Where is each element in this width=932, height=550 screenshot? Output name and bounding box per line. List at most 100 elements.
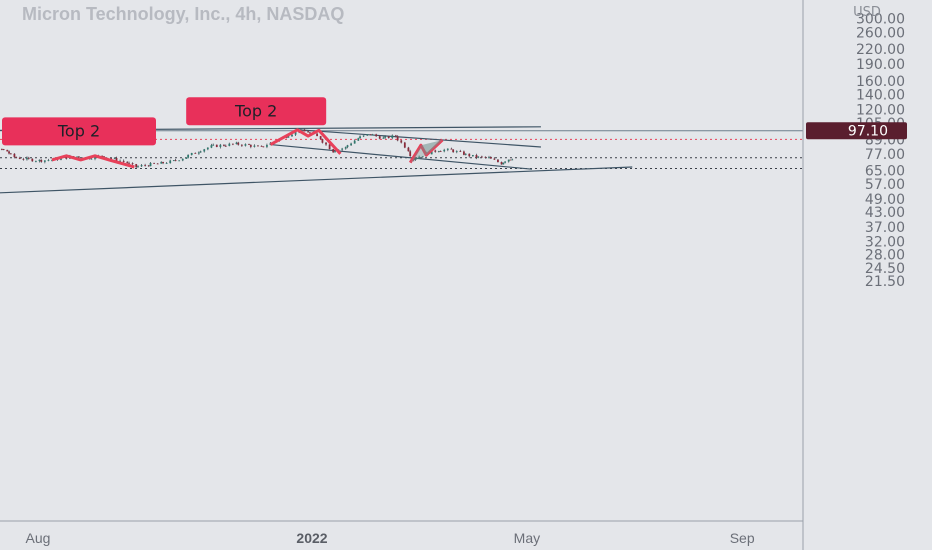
y-tick-label: 220.00 (856, 42, 905, 58)
pattern-drawing[interactable] (51, 154, 135, 169)
candle-body (403, 142, 406, 148)
trendline[interactable] (299, 129, 541, 148)
candle-body (22, 158, 25, 160)
trendline[interactable] (270, 143, 533, 170)
candle-body (6, 149, 9, 152)
candle-body (18, 157, 21, 159)
candle-body (90, 158, 93, 160)
candle-body (8, 151, 10, 154)
candle-body (185, 157, 188, 159)
candle-body (309, 132, 311, 134)
candle-body (190, 152, 193, 155)
candle-body (40, 159, 43, 162)
y-tick-label: 140.00 (856, 87, 905, 103)
chart-title: Micron Technology, Inc., 4h, NASDAQ (22, 4, 344, 24)
candle-body (181, 158, 184, 161)
candle-body (224, 145, 227, 147)
candle-body (477, 156, 480, 158)
candle-body (378, 136, 381, 139)
last-price-value: 97.10 (848, 124, 888, 140)
candle-body (455, 151, 458, 153)
candle-body (210, 145, 213, 148)
candle-body (149, 162, 152, 167)
candle-body (235, 142, 238, 145)
candle-body (9, 153, 12, 155)
candle-body (253, 145, 256, 147)
candle-body (223, 144, 225, 146)
annotation-note[interactable]: Top 2 (186, 97, 327, 126)
candle-body (371, 134, 374, 136)
candle-body (194, 152, 197, 154)
candle-body (126, 161, 129, 163)
candle-body (174, 160, 177, 162)
annotation-box (2, 117, 156, 146)
candle-body (394, 135, 397, 137)
candle-body (500, 162, 503, 165)
candle-body (35, 161, 37, 162)
candle-body (94, 156, 96, 159)
annotation-note[interactable]: Top 2 (2, 117, 156, 146)
y-tick-label: 260.00 (856, 26, 905, 42)
candle-body (110, 158, 113, 159)
candle-body (511, 159, 514, 161)
candle-body (375, 134, 378, 137)
candle-body (350, 143, 352, 146)
candle-body (325, 142, 327, 145)
candle-body (359, 136, 361, 139)
candle-body (199, 151, 202, 153)
candle-body (248, 144, 250, 145)
candle-body (244, 144, 247, 146)
y-tick-label: 300.00 (856, 11, 905, 27)
annotation-box (186, 97, 327, 126)
candle-body (319, 136, 322, 140)
candle-body (341, 148, 344, 150)
annotation-text: Top 2 (234, 101, 277, 120)
candle-body (169, 160, 172, 164)
candle-body (65, 156, 68, 159)
candle-body (450, 148, 453, 150)
y-tick-label: 28.00 (865, 248, 905, 264)
x-tick-label: Aug (26, 530, 51, 546)
candle-body (262, 146, 265, 148)
candle-body (439, 151, 442, 152)
x-tick-label: 2022 (296, 530, 327, 546)
candle-body (328, 144, 331, 150)
candle-body (366, 134, 369, 136)
candle-body (147, 165, 150, 167)
candle-body (489, 157, 492, 159)
candle-body (387, 136, 390, 139)
x-tick-label: Sep (730, 530, 755, 546)
candle-body (344, 147, 347, 149)
pattern-fill (410, 145, 427, 163)
pattern-drawing[interactable] (269, 128, 342, 155)
y-tick-label: 190.00 (856, 57, 905, 73)
candle-body (47, 160, 50, 161)
candle-body (76, 156, 78, 158)
candle-body (502, 162, 505, 165)
candle-body (31, 158, 34, 162)
y-tick-label: 32.00 (865, 234, 905, 250)
candle-body (407, 147, 410, 152)
candle-body (396, 136, 399, 141)
candle-body (437, 151, 440, 152)
candle-body (421, 156, 424, 158)
candle-body (38, 159, 41, 162)
y-tick-label: 120.00 (856, 103, 905, 119)
candle-body (122, 160, 125, 162)
candle-body (260, 145, 263, 147)
candle-body (497, 159, 499, 163)
candle-body (119, 160, 121, 162)
trendline[interactable] (0, 166, 633, 196)
candle-body (26, 157, 28, 160)
candle-body (137, 166, 139, 168)
x-tick-label: May (514, 530, 540, 546)
candle-body (493, 158, 496, 160)
y-tick-label: 77.00 (865, 147, 905, 163)
candle-body (266, 145, 268, 147)
candle-body (51, 159, 53, 161)
candle-body (172, 160, 175, 162)
candle-body (101, 155, 104, 157)
